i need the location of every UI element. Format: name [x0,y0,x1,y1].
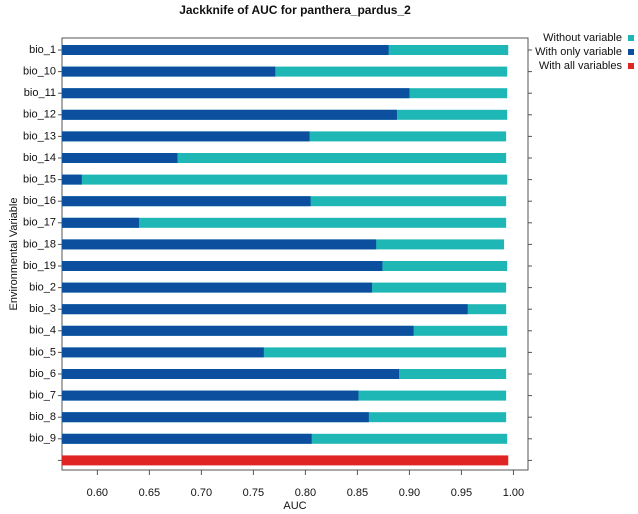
legend-label: With all variables [539,60,623,72]
y-tick-label: bio_15 [23,174,56,186]
bar [62,153,178,163]
bar [62,390,359,401]
x-tick-label: 0.70 [191,487,212,499]
y-tick-label: bio_10 [23,66,56,78]
x-tick-label: 0.90 [399,487,420,499]
y-tick-label: bio_19 [23,260,56,272]
y-axis-title: Environmental Variable [8,198,20,311]
y-tick-label: bio_1 [29,44,56,56]
bar [62,282,372,293]
x-tick-label: 1.00 [503,487,524,499]
bar [62,109,397,120]
x-tick-label: 0.85 [347,487,368,499]
bar [62,45,389,55]
bar [62,88,410,99]
y-tick-label: bio_13 [23,130,56,142]
y-tick-label: bio_9 [29,433,56,445]
x-tick-label: 0.60 [87,487,108,499]
bar [62,433,312,444]
y-tick-label: bio_14 [23,152,56,164]
bar [62,325,414,336]
legend-label: Without variable [543,32,622,44]
bar [62,261,383,271]
bar [62,174,508,185]
bar [62,196,311,207]
y-tick-label: bio_4 [29,325,56,337]
y-tick-label: bio_8 [29,411,56,423]
y-tick-label: bio_17 [23,217,56,229]
bar [62,66,276,77]
bar [62,217,507,228]
legend-swatch [628,35,634,41]
bar [62,174,82,185]
legend-swatch [628,63,634,69]
y-tick-label: bio_16 [23,195,56,207]
y-tick-label: bio_12 [23,109,56,121]
bar [62,239,377,250]
bar [62,347,507,358]
bar [62,412,369,423]
y-tick-label: bio_18 [23,238,56,250]
plot-frame [61,37,529,471]
x-tick-label: 0.75 [243,487,264,499]
x-tick-label: 0.80 [295,487,316,499]
bar [62,217,139,228]
bar [62,131,310,142]
y-tick-label: bio_7 [29,390,56,402]
bar [62,369,400,379]
x-tick-label: 0.65 [139,487,160,499]
chart-title: Jackknife of AUC for panthera_pardus_2 [179,3,411,17]
y-tick-label: bio_11 [24,87,56,99]
y-tick-label: bio_6 [29,368,56,380]
legend-swatch [628,49,634,55]
bar [62,304,468,315]
bar [62,153,507,163]
bar [62,66,508,77]
y-tick-label: bio_3 [29,303,56,315]
legend-label: With only variable [535,46,622,58]
bar [62,455,509,466]
y-tick-label: bio_2 [29,282,56,294]
x-axis-title: AUC [283,500,306,512]
bar [62,347,264,358]
x-tick-label: 0.95 [451,487,472,499]
y-tick-label: bio_5 [29,346,56,358]
